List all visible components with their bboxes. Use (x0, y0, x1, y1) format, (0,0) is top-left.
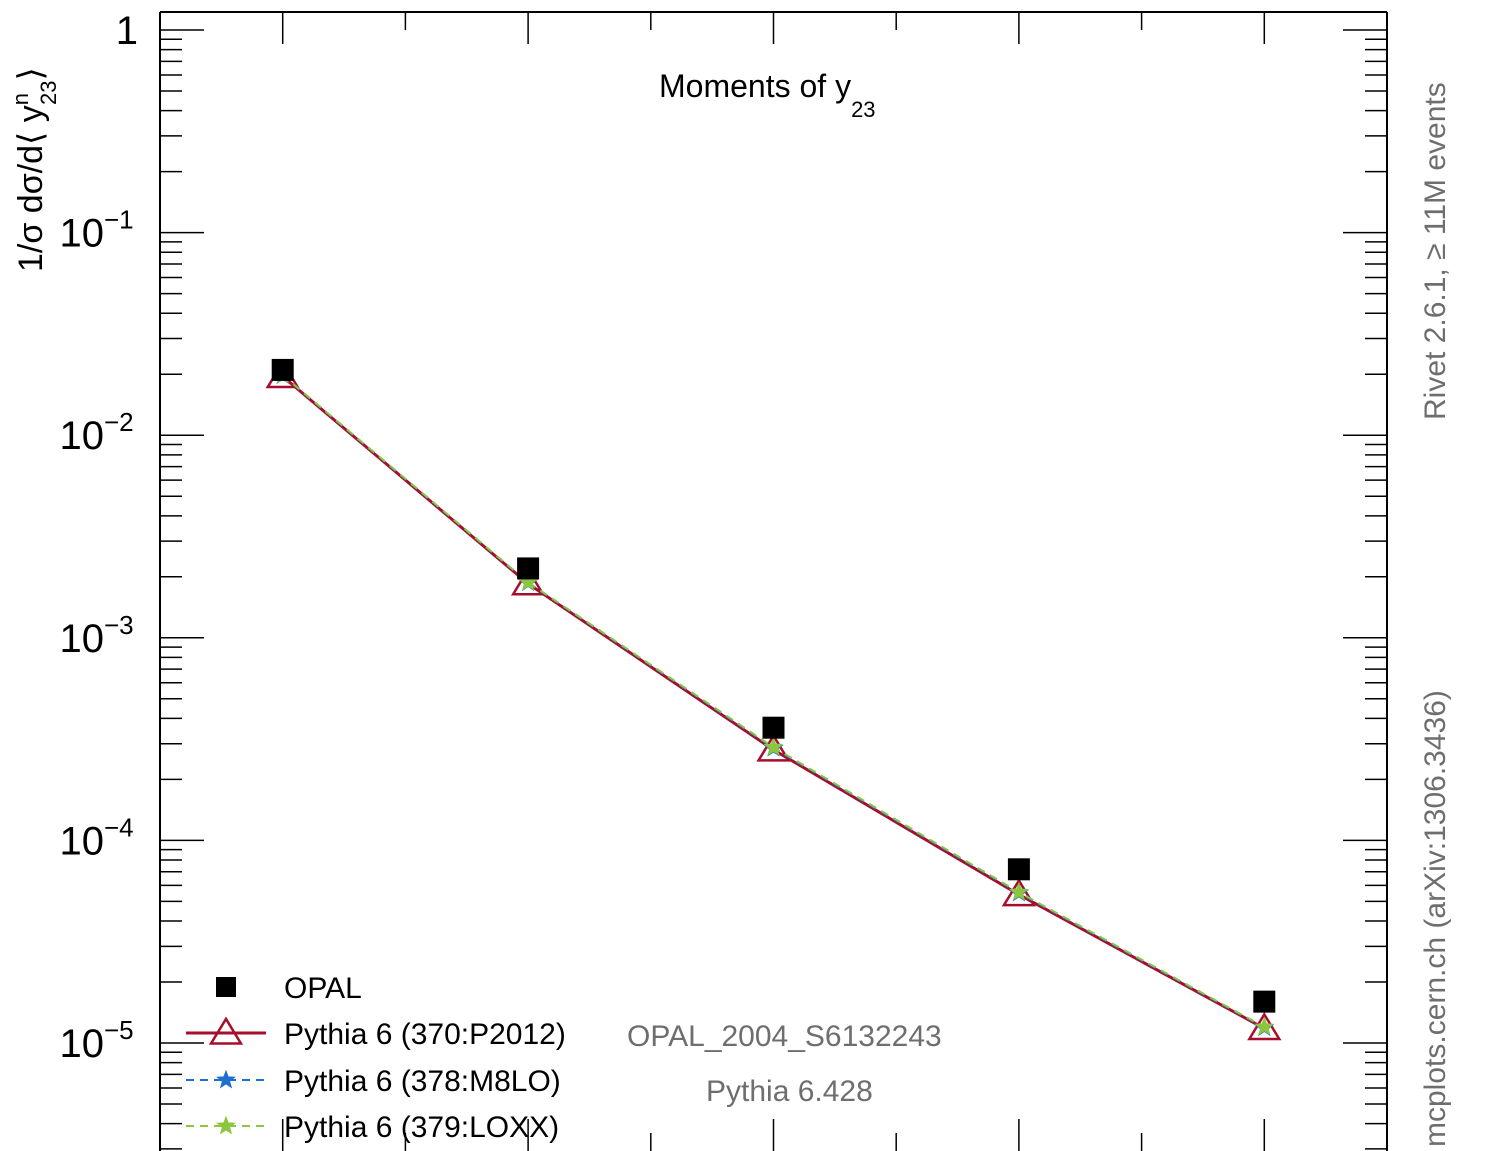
y-axis-label: 1/σ dσ/d⟨ yn 23⟩ (8, 67, 61, 272)
y-tick-label: 10 (60, 617, 105, 661)
series-layer (265, 358, 1282, 1041)
y-tick-label-base: 10 (60, 819, 105, 863)
y-axis-label-main: 1/σ dσ/d⟨ y (12, 105, 50, 272)
x-axis (159, 12, 1388, 1151)
legend-marker (208, 1016, 244, 1045)
data-point (1001, 878, 1037, 907)
legend-label: OPAL (284, 972, 362, 1005)
legend-marker (216, 1069, 236, 1089)
y-tick-label-base: 1 (116, 9, 138, 53)
data-point (1008, 881, 1029, 901)
y-tick-label-base: 10 (60, 617, 105, 661)
y-tick-label-base: 10 (60, 212, 105, 256)
y-tick-label: 1 (116, 9, 138, 53)
series-pythia-6-379-loxx- (272, 364, 1275, 1036)
legend-entry: Pythia 6 (370:P2012) (186, 1016, 566, 1051)
data-point (763, 736, 784, 756)
y-axis-label-superscript: n (8, 93, 33, 105)
y-axis-label-subscript: 23 (36, 81, 61, 105)
chart-title-subscript: 23 (851, 97, 875, 122)
legend-label: Pythia 6 (379:LOXX) (284, 1111, 559, 1144)
y-tick-label-exponent: −5 (104, 1015, 134, 1045)
data-point (517, 557, 540, 580)
mcplots-label: mcplots.cern.ch (arXiv:1306.3436) (1419, 690, 1452, 1147)
y-axis: 110−110−210−310−410−5 (60, 9, 1387, 1150)
data-point (271, 358, 294, 381)
data-point (762, 716, 785, 739)
legend-entry: Pythia 6 (379:LOXX) (186, 1111, 559, 1144)
legend-label: Pythia 6 (378:M8LO) (284, 1065, 561, 1098)
chart-title-main: Moments of y (659, 68, 851, 104)
data-point (510, 567, 546, 596)
legend-label: Pythia 6 (370:P2012) (284, 1018, 566, 1051)
legend-marker (216, 977, 236, 997)
data-point (1007, 858, 1030, 881)
series-pythia-6-370-p2012- (265, 359, 1282, 1041)
y-tick-label-exponent: −4 (104, 812, 134, 842)
legend: OPAL Pythia 6 (370:P2012) Pythia 6 (378:M8… (186, 972, 566, 1144)
rivet-label: Rivet 2.6.1, ≥ 11M events (1419, 82, 1452, 420)
analysis-label: OPAL_2004_S6132243 (627, 1020, 942, 1053)
y-tick-label: 10 (60, 1022, 105, 1066)
data-point (756, 733, 791, 762)
y-tick-label-exponent: −3 (104, 610, 134, 640)
y-axis-label-close: ⟩ (12, 67, 50, 80)
y-tick-label-exponent: −2 (104, 407, 134, 437)
y-tick-label: 10 (60, 819, 105, 863)
data-point (1247, 1011, 1282, 1041)
legend-entry: Pythia 6 (378:M8LO) (186, 1065, 561, 1098)
series-opal (271, 358, 1276, 1013)
series-line (282, 374, 1265, 1028)
legend-marker (216, 1115, 236, 1135)
y-tick-label-base: 10 (60, 1022, 105, 1066)
data-point (1254, 1016, 1275, 1036)
y-tick-label: 10 (60, 212, 105, 256)
y-tick-label-exponent: −1 (104, 205, 134, 235)
y-tick-label: 10 (60, 414, 105, 458)
legend-entry: OPAL (216, 972, 362, 1005)
data-point (1253, 990, 1276, 1013)
chart-title: Moments of y23 (659, 68, 876, 122)
y-tick-label-base: 10 (60, 414, 105, 458)
series-line (281, 375, 1266, 1030)
generator-label: Pythia 6.428 (706, 1075, 873, 1108)
series-line (282, 374, 1265, 1029)
series-pythia-6-378-m8lo- (272, 365, 1275, 1037)
